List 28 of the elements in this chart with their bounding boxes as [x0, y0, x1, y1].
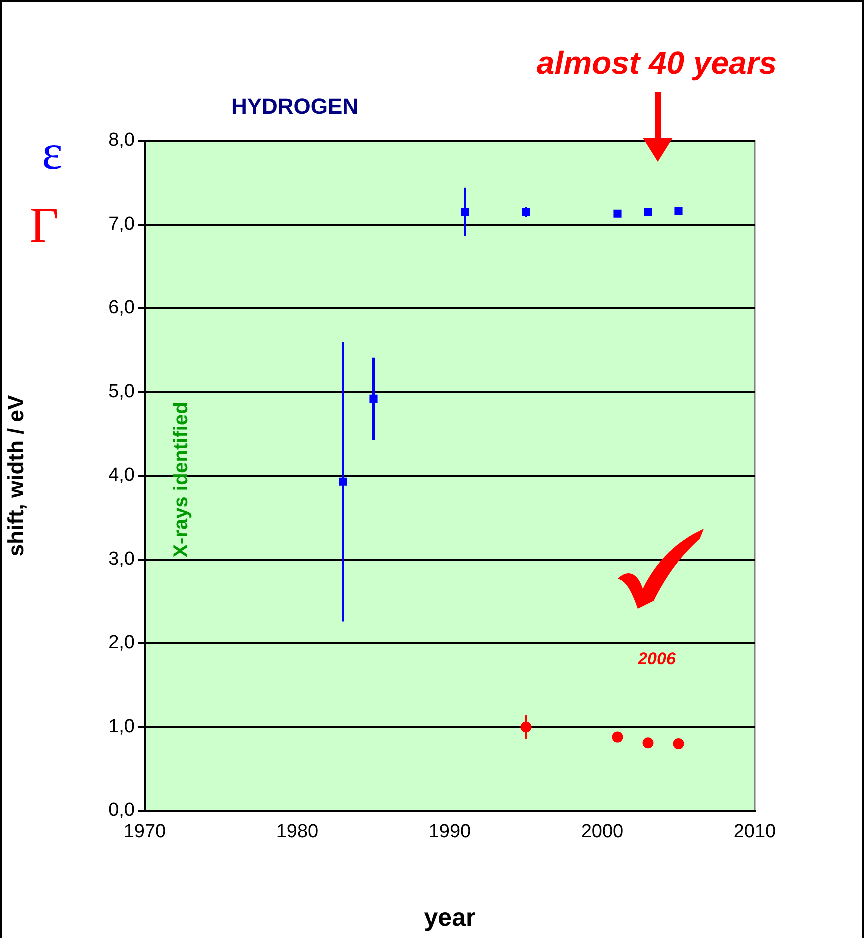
y-tick-label: 6,0 [108, 298, 135, 319]
annotation: X-rays identified [170, 402, 193, 558]
annotation: 2006 [637, 650, 676, 669]
x-tick-label: 2010 [734, 822, 776, 843]
y-axis-title: shift, width / eV [3, 395, 28, 557]
y-tick-label: 4,0 [108, 465, 135, 486]
chart-title: HYDROGEN [231, 94, 359, 120]
y-tick-label: 0,0 [108, 800, 135, 822]
point [674, 207, 683, 216]
point [644, 208, 652, 216]
x-tick-label: 1980 [276, 822, 319, 843]
y-tick-label: 3,0 [108, 548, 135, 570]
x-tick-label: 1970 [124, 822, 166, 843]
text: ε [42, 124, 63, 180]
y-tick-label: 8,0 [108, 130, 135, 152]
x-tick-label: 2000 [581, 822, 624, 843]
text: almost 40 years [536, 44, 778, 81]
point [673, 738, 684, 750]
point [614, 210, 622, 218]
x-axis-title: year [424, 904, 476, 932]
text: Γ [30, 197, 59, 253]
x-tick-label: 1990 [428, 822, 472, 843]
y-tick-label: 1,0 [108, 716, 135, 738]
y-tick-label: 2,0 [108, 632, 135, 654]
point [642, 738, 654, 749]
y-tick-label: 5,0 [108, 381, 135, 402]
point [612, 732, 624, 743]
y-tick-label: 7,0 [108, 214, 135, 235]
